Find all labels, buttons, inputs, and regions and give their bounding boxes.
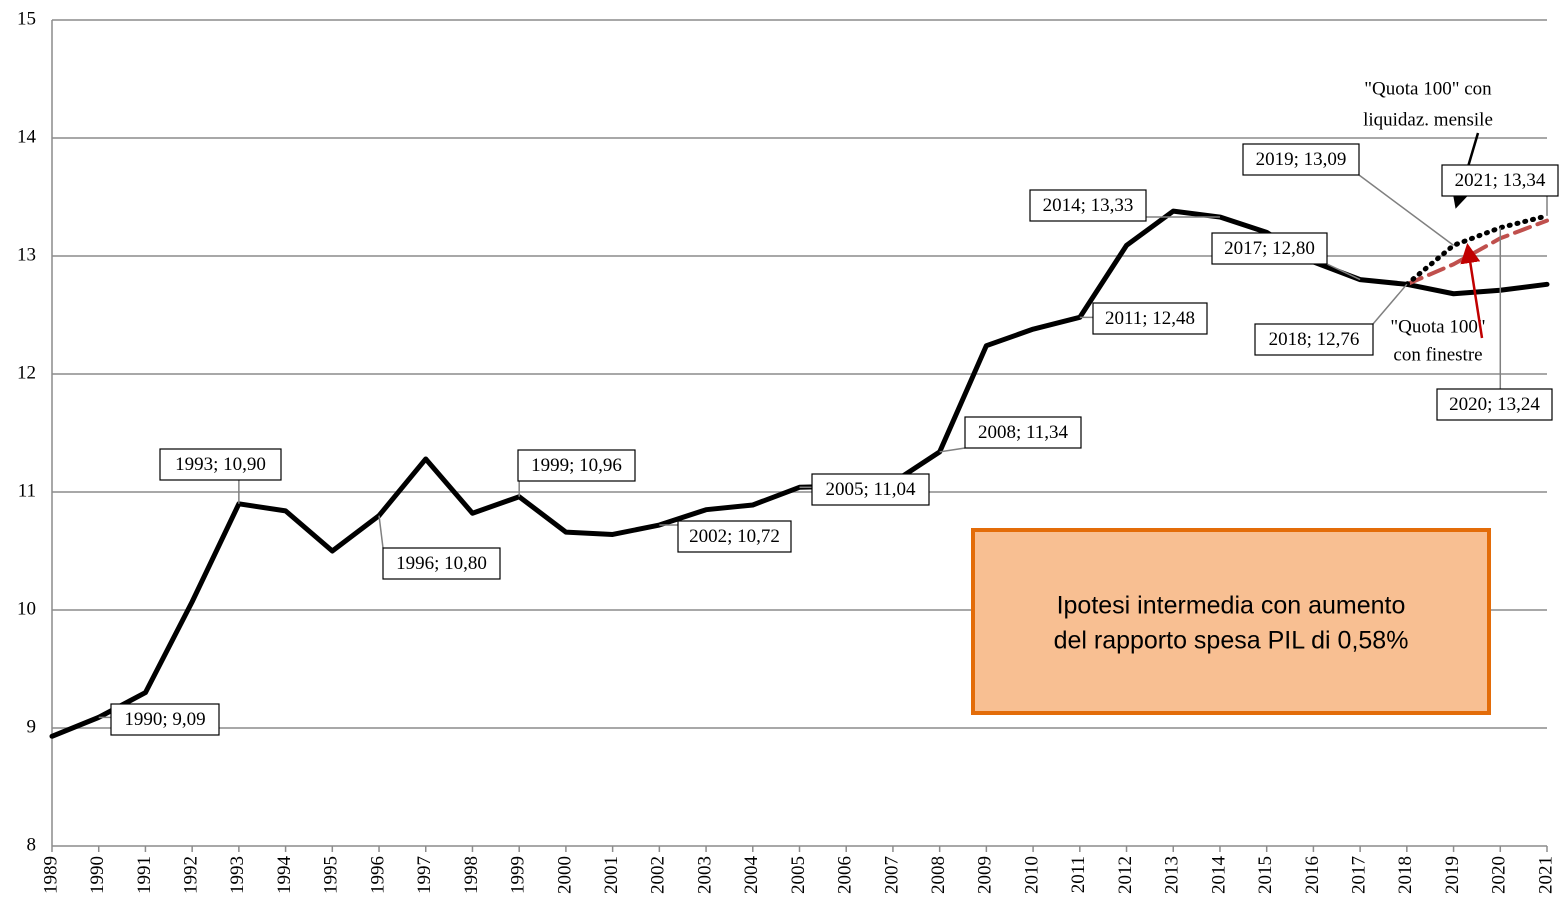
x-tick-label: 2009 [975,856,996,894]
x-tick-label: 2003 [694,856,715,894]
x-tick-label: 2012 [1115,856,1136,894]
label-box [517,449,636,482]
label-leader [1358,174,1455,246]
x-tick-label: 1990 [87,856,108,894]
x-tick-label: 1998 [461,856,482,894]
x-tick-label: 2014 [1208,856,1229,895]
x-tick-label: 1999 [508,856,529,894]
x-tick-label: 2020 [1489,856,1510,894]
label-box [1254,323,1374,356]
x-tick-label: 2013 [1162,856,1183,894]
label-box [811,473,930,506]
x-tick-label: 2019 [1442,856,1463,894]
note-text: del rapporto spesa PIL di 0,58% [1054,627,1409,655]
label-leader [1326,263,1361,281]
x-tick-label: 2005 [788,856,809,894]
data-label: 1999; 10,96 [531,455,622,476]
data-label: 2014; 13,33 [1043,195,1134,216]
x-tick-label: 2011 [1068,856,1089,893]
annotation: con finestre [1393,344,1482,365]
x-tick-label: 1993 [227,856,248,894]
label-leader [378,515,384,549]
label-leader [1372,283,1408,325]
x-tick-label: 1994 [274,856,295,895]
y-tick-label: 9 [27,716,37,737]
y-tick-label: 11 [18,480,36,501]
label-box [110,703,220,736]
label-box [1441,164,1559,197]
data-label: 2011; 12,48 [1105,308,1195,329]
x-tick-label: 2021 [1535,856,1556,894]
y-tick-label: 12 [17,362,36,383]
note-text: Ipotesi intermedia con aumento [1057,592,1406,620]
x-tick-label: 2002 [648,856,669,894]
annotation: "Quota 100" [1390,316,1485,337]
data-label: 1996; 10,80 [396,553,487,574]
data-label: 2018; 12,76 [1269,329,1360,350]
y-tick-label: 15 [17,8,36,29]
annotation: "Quota 100" con [1364,78,1492,99]
x-tick-label: 1995 [321,856,342,894]
x-tick-label: 2001 [601,856,622,894]
y-tick-label: 10 [17,598,36,619]
x-tick-label: 1989 [40,856,61,894]
x-tick-label: 2015 [1255,856,1276,894]
y-tick-label: 13 [17,244,36,265]
x-tick-label: 1997 [414,856,435,894]
x-tick-label: 2016 [1302,856,1323,894]
x-tick-label: 2008 [928,856,949,894]
x-tick-label: 1996 [367,856,388,894]
series-line [1404,213,1550,287]
x-tick-label: 1992 [181,856,202,894]
label-box [1029,189,1147,222]
label-leader [939,447,966,453]
data-label: 2005; 11,04 [825,479,916,500]
label-box [964,416,1082,449]
label-box [677,520,792,553]
x-tick-label: 2000 [554,856,575,894]
x-tick-label: 2017 [1348,856,1369,894]
data-label: 2008; 11,34 [978,422,1069,443]
y-tick-label: 14 [17,126,37,147]
data-label: 1993; 10,90 [175,454,266,475]
y-tick-label: 8 [27,834,37,855]
label-box [159,448,282,481]
label-box [1211,232,1328,265]
data-label: 2020; 13,24 [1449,394,1540,415]
x-tick-label: 2004 [741,856,762,895]
data-label: 2017; 12,80 [1224,238,1315,259]
label-box [1092,302,1208,335]
x-tick-label: 2007 [881,856,902,894]
x-tick-label: 2010 [1021,856,1042,894]
note-box [971,528,1491,715]
label-box [382,547,501,580]
annotation: liquidaz. mensile [1363,109,1493,130]
data-label: 2019; 13,09 [1256,149,1347,170]
x-tick-label: 2018 [1395,856,1416,894]
label-box [1242,143,1360,176]
series-line [1404,218,1549,287]
label-box [1436,388,1553,421]
data-label: 2002; 10,72 [689,526,780,547]
x-tick-label: 1991 [134,856,155,894]
arrow [1460,243,1484,339]
data-label: 1990; 9,09 [124,709,205,730]
x-tick-label: 2006 [835,856,856,894]
data-label: 2021; 13,34 [1455,170,1546,191]
